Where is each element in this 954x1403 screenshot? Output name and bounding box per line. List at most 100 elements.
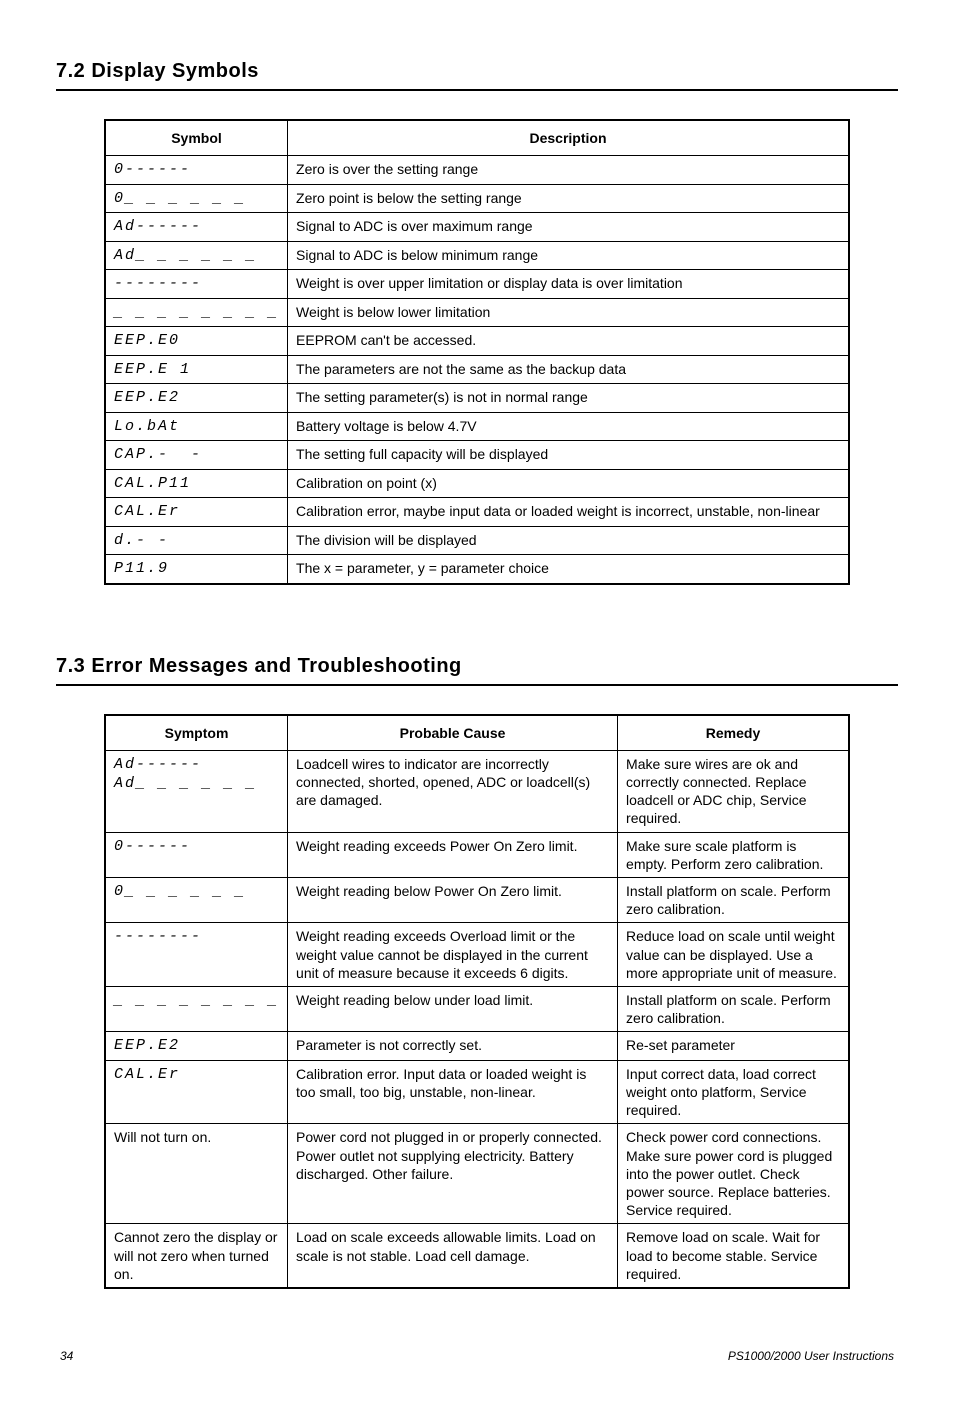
troubleshooting-table-wrap: Symptom Probable Cause Remedy Ad------Ad… (104, 714, 850, 1289)
doc-title: PS1000/2000 User Instructions (728, 1349, 894, 1363)
cause-cell: Weight reading exceeds Overload limit or… (288, 923, 618, 987)
symbol-cell: CAL.P11 (105, 469, 288, 498)
col-cause: Probable Cause (288, 715, 618, 751)
description-cell: The parameters are not the same as the b… (288, 355, 849, 384)
cause-cell: Loadcell wires to indicator are incorrec… (288, 750, 618, 832)
display-symbols-table: Symbol Description 0------Zero is over t… (104, 119, 850, 585)
cause-cell: Weight reading below Power On Zero limit… (288, 878, 618, 923)
table-row: Cannot zero the display or will not zero… (105, 1224, 849, 1288)
symptom-symbol: 0_ _ _ _ _ _ (114, 882, 279, 902)
symptom-cell: 0------ (105, 832, 288, 877)
symptom-symbol: Ad------ (114, 755, 279, 775)
symbol-cell: EEP.E0 (105, 327, 288, 356)
table-row: CAP.- -The setting full capacity will be… (105, 441, 849, 470)
table-row: Ad------Ad_ _ _ _ _ _Loadcell wires to i… (105, 750, 849, 832)
heading-troubleshooting: 7.3 Error Messages and Troubleshooting (56, 655, 898, 686)
symptom-symbol: _ _ _ _ _ _ _ _ (114, 991, 279, 1011)
troubleshooting-table: Symptom Probable Cause Remedy Ad------Ad… (104, 714, 850, 1289)
symptom-symbol: EEP.E2 (114, 1036, 279, 1056)
remedy-cell: Remove load on scale. Wait for load to b… (618, 1224, 849, 1288)
symbol-cell: -------- (105, 270, 288, 299)
remedy-cell: Input correct data, load correct weight … (618, 1060, 849, 1124)
description-cell: Zero is over the setting range (288, 156, 849, 185)
table-row: EEP.E2 Parameter is not correctly set.Re-… (105, 1032, 849, 1061)
description-cell: Signal to ADC is below minimum range (288, 241, 849, 270)
symptom-cell: Will not turn on. (105, 1124, 288, 1224)
page: 7.2 Display Symbols Symbol Description 0… (0, 0, 954, 1403)
table-row: EEP.E0EEPROM can't be accessed. (105, 327, 849, 356)
remedy-cell: Make sure wires are ok and correctly con… (618, 750, 849, 832)
remedy-cell: Install platform on scale. Perform zero … (618, 878, 849, 923)
description-cell: The setting parameter(s) is not in norma… (288, 384, 849, 413)
table-row: 0------Zero is over the setting range (105, 156, 849, 185)
remedy-cell: Reduce load on scale until weight value … (618, 923, 849, 987)
description-cell: Signal to ADC is over maximum range (288, 213, 849, 242)
table-row: CAL.Er Calibration error. Input data or l… (105, 1060, 849, 1124)
description-cell: Zero point is below the setting range (288, 184, 849, 213)
symptom-symbol: -------- (114, 927, 279, 947)
table-row: CAL.P11Calibration on point (x) (105, 469, 849, 498)
table-row: _ _ _ _ _ _ _ _ Weight reading below unde… (105, 986, 849, 1031)
description-cell: The x = parameter, y = parameter choice (288, 555, 849, 584)
table-row: 0_ _ _ _ _ _ Weight reading below Power O… (105, 878, 849, 923)
page-footer: 34 PS1000/2000 User Instructions (56, 1349, 898, 1363)
symptom-symbol: 0------ (114, 837, 279, 857)
table-row: d.- -The division will be displayed (105, 526, 849, 555)
table-row: 0------ Weight reading exceeds Power On Z… (105, 832, 849, 877)
cause-cell: Weight reading exceeds Power On Zero lim… (288, 832, 618, 877)
table-row: P11.9The x = parameter, y = parameter ch… (105, 555, 849, 584)
symptom-cell: Ad------Ad_ _ _ _ _ _ (105, 750, 288, 832)
table-header-row: Symbol Description (105, 120, 849, 156)
col-remedy: Remedy (618, 715, 849, 751)
description-cell: The setting full capacity will be displa… (288, 441, 849, 470)
table-header-row: Symptom Probable Cause Remedy (105, 715, 849, 751)
cause-cell: Parameter is not correctly set. (288, 1032, 618, 1061)
symbol-cell: _ _ _ _ _ _ _ _ (105, 298, 288, 327)
description-cell: Battery voltage is below 4.7V (288, 412, 849, 441)
symbol-cell: 0------ (105, 156, 288, 185)
heading-display-symbols: 7.2 Display Symbols (56, 60, 898, 91)
table-row: Lo.bAtBattery voltage is below 4.7V (105, 412, 849, 441)
remedy-cell: Make sure scale platform is empty. Perfo… (618, 832, 849, 877)
remedy-cell: Re-set parameter (618, 1032, 849, 1061)
symbol-cell: P11.9 (105, 555, 288, 584)
symptom-cell: _ _ _ _ _ _ _ _ (105, 986, 288, 1031)
symbol-cell: Ad_ _ _ _ _ _ (105, 241, 288, 270)
symptom-cell: 0_ _ _ _ _ _ (105, 878, 288, 923)
symbol-cell: 0_ _ _ _ _ _ (105, 184, 288, 213)
symbol-cell: Lo.bAt (105, 412, 288, 441)
page-number: 34 (60, 1349, 73, 1363)
description-cell: Weight is below lower limitation (288, 298, 849, 327)
table-row: Ad_ _ _ _ _ _Signal to ADC is below mini… (105, 241, 849, 270)
table-row: --------Weight is over upper limitation … (105, 270, 849, 299)
table-row: -------- Weight reading exceeds Overload … (105, 923, 849, 987)
symbol-cell: EEP.E 1 (105, 355, 288, 384)
display-symbols-table-wrap: Symbol Description 0------Zero is over t… (104, 119, 850, 585)
cause-cell: Load on scale exceeds allowable limits. … (288, 1224, 618, 1288)
table-row: EEP.E 1The parameters are not the same a… (105, 355, 849, 384)
table-row: _ _ _ _ _ _ _ _Weight is below lower lim… (105, 298, 849, 327)
description-cell: Calibration error, maybe input data or l… (288, 498, 849, 527)
description-cell: Calibration on point (x) (288, 469, 849, 498)
remedy-cell: Install platform on scale. Perform zero … (618, 986, 849, 1031)
symptom-symbol: Ad_ _ _ _ _ _ (114, 774, 279, 794)
cause-cell: Power cord not plugged in or properly co… (288, 1124, 618, 1224)
cause-cell: Weight reading below under load limit. (288, 986, 618, 1031)
symptom-cell: -------- (105, 923, 288, 987)
description-cell: Weight is over upper limitation or displ… (288, 270, 849, 299)
table-row: CAL.ErCalibration error, maybe input dat… (105, 498, 849, 527)
table-row: Will not turn on.Power cord not plugged … (105, 1124, 849, 1224)
table-row: EEP.E2The setting parameter(s) is not in… (105, 384, 849, 413)
symptom-cell: CAL.Er (105, 1060, 288, 1124)
table-row: 0_ _ _ _ _ _Zero point is below the sett… (105, 184, 849, 213)
symptom-cell: EEP.E2 (105, 1032, 288, 1061)
symptom-symbol: CAL.Er (114, 1065, 279, 1085)
cause-cell: Calibration error. Input data or loaded … (288, 1060, 618, 1124)
remedy-cell: Check power cord connections. Make sure … (618, 1124, 849, 1224)
symbol-cell: CAP.- - (105, 441, 288, 470)
col-symbol: Symbol (105, 120, 288, 156)
description-cell: The division will be displayed (288, 526, 849, 555)
description-cell: EEPROM can't be accessed. (288, 327, 849, 356)
table-row: Ad------Signal to ADC is over maximum ra… (105, 213, 849, 242)
col-description: Description (288, 120, 849, 156)
